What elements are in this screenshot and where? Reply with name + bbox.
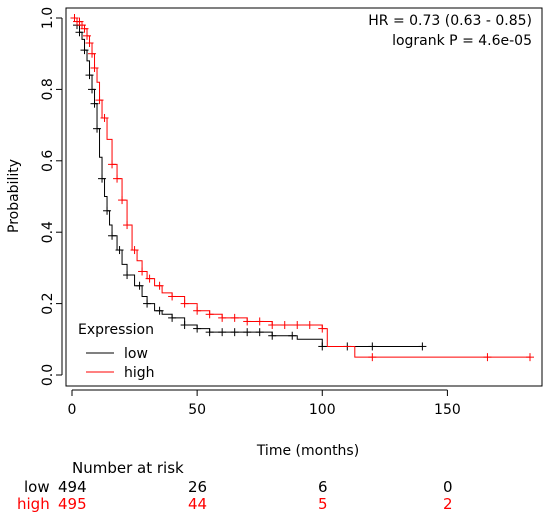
censor-mark-high [280, 321, 289, 330]
censor-mark-high [193, 306, 202, 315]
censor-mark-low [193, 324, 202, 333]
censor-mark-low [135, 281, 144, 290]
censor-mark-low [168, 313, 177, 322]
censor-mark-high [130, 246, 139, 255]
censor-mark-low [205, 328, 214, 337]
legend-label-low: low [124, 346, 148, 362]
risk-row-label: low [24, 478, 50, 496]
risk-value: 495 [58, 495, 87, 513]
censor-mark-high [180, 299, 189, 308]
risk-value: 0 [443, 478, 453, 496]
censor-mark-low [218, 328, 227, 337]
censor-mark-low [255, 328, 264, 337]
risk-value: 26 [188, 478, 208, 496]
legend: Expression low high [78, 322, 155, 381]
censor-mark-low [288, 331, 297, 340]
censor-mark-high [90, 63, 99, 72]
series-line-high [72, 17, 530, 358]
risk-value: 44 [188, 495, 208, 513]
censor-mark-high [85, 38, 94, 47]
censor-mark-high [145, 274, 154, 283]
censor-mark-high [230, 313, 239, 322]
censor-mark-high [293, 321, 302, 330]
censor-mark-low [123, 271, 132, 280]
censor-mark-low [230, 328, 239, 337]
hr-annotation: HR = 0.73 (0.63 - 0.85) [368, 13, 532, 29]
censor-mark-high [123, 221, 132, 230]
survival-curves [70, 14, 534, 362]
y-tick-label: 0.6 [40, 150, 56, 172]
y-tick-label: 0.4 [40, 221, 56, 243]
censor-mark-high [255, 317, 264, 326]
censor-mark-high [95, 96, 104, 105]
x-tick-label: 100 [309, 402, 336, 418]
y-tick-label: 0.0 [40, 364, 56, 386]
censor-mark-low [108, 231, 117, 240]
censor-mark-low [98, 174, 107, 183]
x-tick-label: 150 [434, 402, 461, 418]
legend-label-high: high [124, 365, 155, 381]
censor-mark-low [80, 46, 89, 55]
censor-mark-high [88, 49, 97, 58]
risk-table-header: Number at risk [72, 459, 184, 477]
x-tick-label: 50 [188, 402, 206, 418]
x-tick-label: 0 [68, 402, 77, 418]
y-tick-label: 1.0 [40, 7, 56, 29]
censor-mark-high [138, 267, 147, 276]
censor-mark-low [318, 342, 327, 351]
censor-mark-low [143, 299, 152, 308]
plot-frame [65, 7, 543, 387]
y-axis-label: Probability [6, 159, 22, 233]
risk-value: 494 [58, 478, 87, 496]
censor-mark-high [268, 321, 277, 330]
y-axis: 0.0 0.2 0.4 0.6 0.8 1.0 [40, 7, 63, 386]
censor-mark-low [180, 321, 189, 330]
censor-mark-high [168, 292, 177, 301]
risk-value: 5 [318, 495, 328, 513]
censor-mark-high [318, 324, 327, 333]
x-axis-label: Time (months) [256, 443, 359, 459]
censor-mark-high [525, 353, 534, 362]
risk-value: 2 [443, 495, 453, 513]
x-axis: 0 50 100 150 [68, 389, 461, 418]
censor-mark-low [90, 99, 99, 108]
censor-mark-high [368, 353, 377, 362]
censor-mark-high [305, 321, 314, 330]
risk-value: 6 [318, 478, 328, 496]
censor-mark-low [243, 328, 252, 337]
logrank-annotation: logrank P = 4.6e-05 [392, 33, 532, 49]
censor-mark-low [418, 342, 427, 351]
risk-row-label: high [17, 495, 50, 513]
censor-mark-high [483, 353, 492, 362]
censor-mark-high [218, 313, 227, 322]
censor-mark-high [113, 174, 122, 183]
censor-mark-low [368, 342, 377, 351]
legend-title: Expression [78, 322, 154, 338]
y-tick-label: 0.8 [40, 78, 56, 100]
censor-mark-high [118, 196, 127, 205]
censor-mark-high [155, 281, 164, 290]
censor-mark-low [93, 124, 102, 133]
censor-mark-high [83, 31, 92, 40]
censor-mark-high [243, 317, 252, 326]
censor-mark-low [155, 306, 164, 315]
censor-mark-low [75, 28, 84, 37]
censor-mark-high [80, 24, 89, 33]
censor-mark-high [205, 310, 214, 319]
y-tick-label: 0.2 [40, 292, 56, 314]
censor-mark-low [115, 246, 124, 255]
series-line-low [72, 17, 423, 347]
censor-mark-low [103, 206, 112, 215]
censor-mark-high [108, 160, 117, 169]
censor-mark-high [100, 113, 109, 122]
censor-mark-low [85, 71, 94, 80]
censor-mark-low [88, 85, 97, 94]
censor-mark-low [268, 331, 277, 340]
